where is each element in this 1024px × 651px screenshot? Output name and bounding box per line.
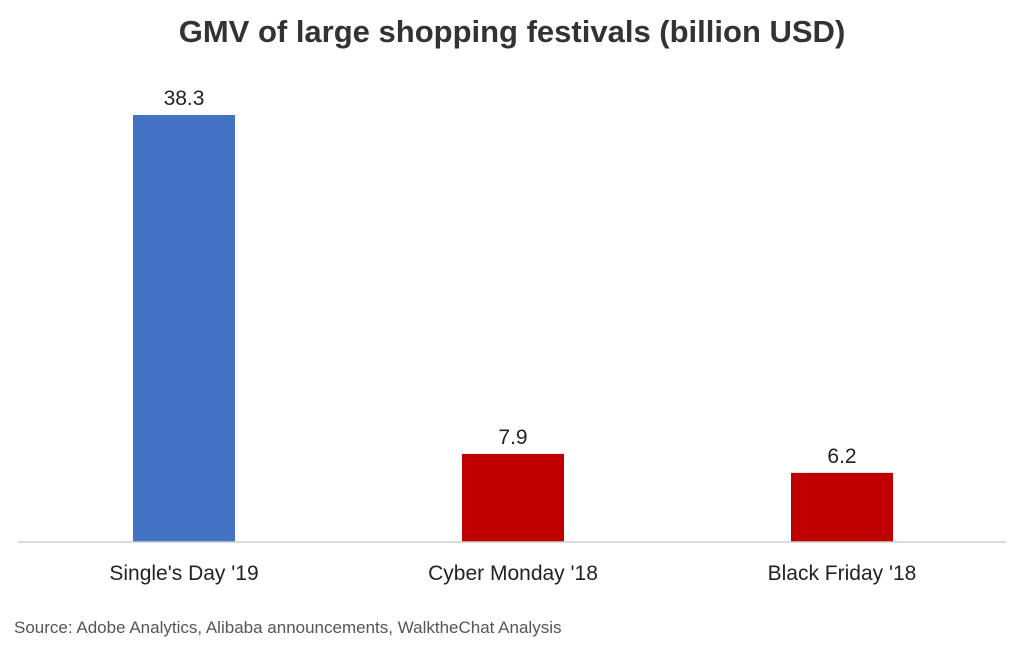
x-tick-label-2: Black Friday '18 — [768, 562, 917, 585]
bars-layer — [133, 115, 893, 542]
value-labels-layer: 38.3 7.9 6.2 — [164, 87, 857, 468]
data-label-2: 6.2 — [827, 445, 856, 468]
chart-title: GMV of large shopping festivals (billion… — [179, 14, 846, 49]
data-label-1: 7.9 — [498, 426, 527, 449]
x-tick-label-1: Cyber Monday '18 — [428, 562, 598, 585]
source-note: Source: Adobe Analytics, Alibaba announc… — [14, 618, 562, 637]
x-tick-labels-layer: Single's Day '19 Cyber Monday '18 Black Fr… — [109, 562, 916, 585]
x-tick-label-0: Single's Day '19 — [109, 562, 258, 585]
bar-0 — [133, 115, 235, 542]
bar-2 — [791, 472, 893, 542]
data-label-0: 38.3 — [164, 87, 205, 110]
bar-1 — [462, 453, 564, 542]
